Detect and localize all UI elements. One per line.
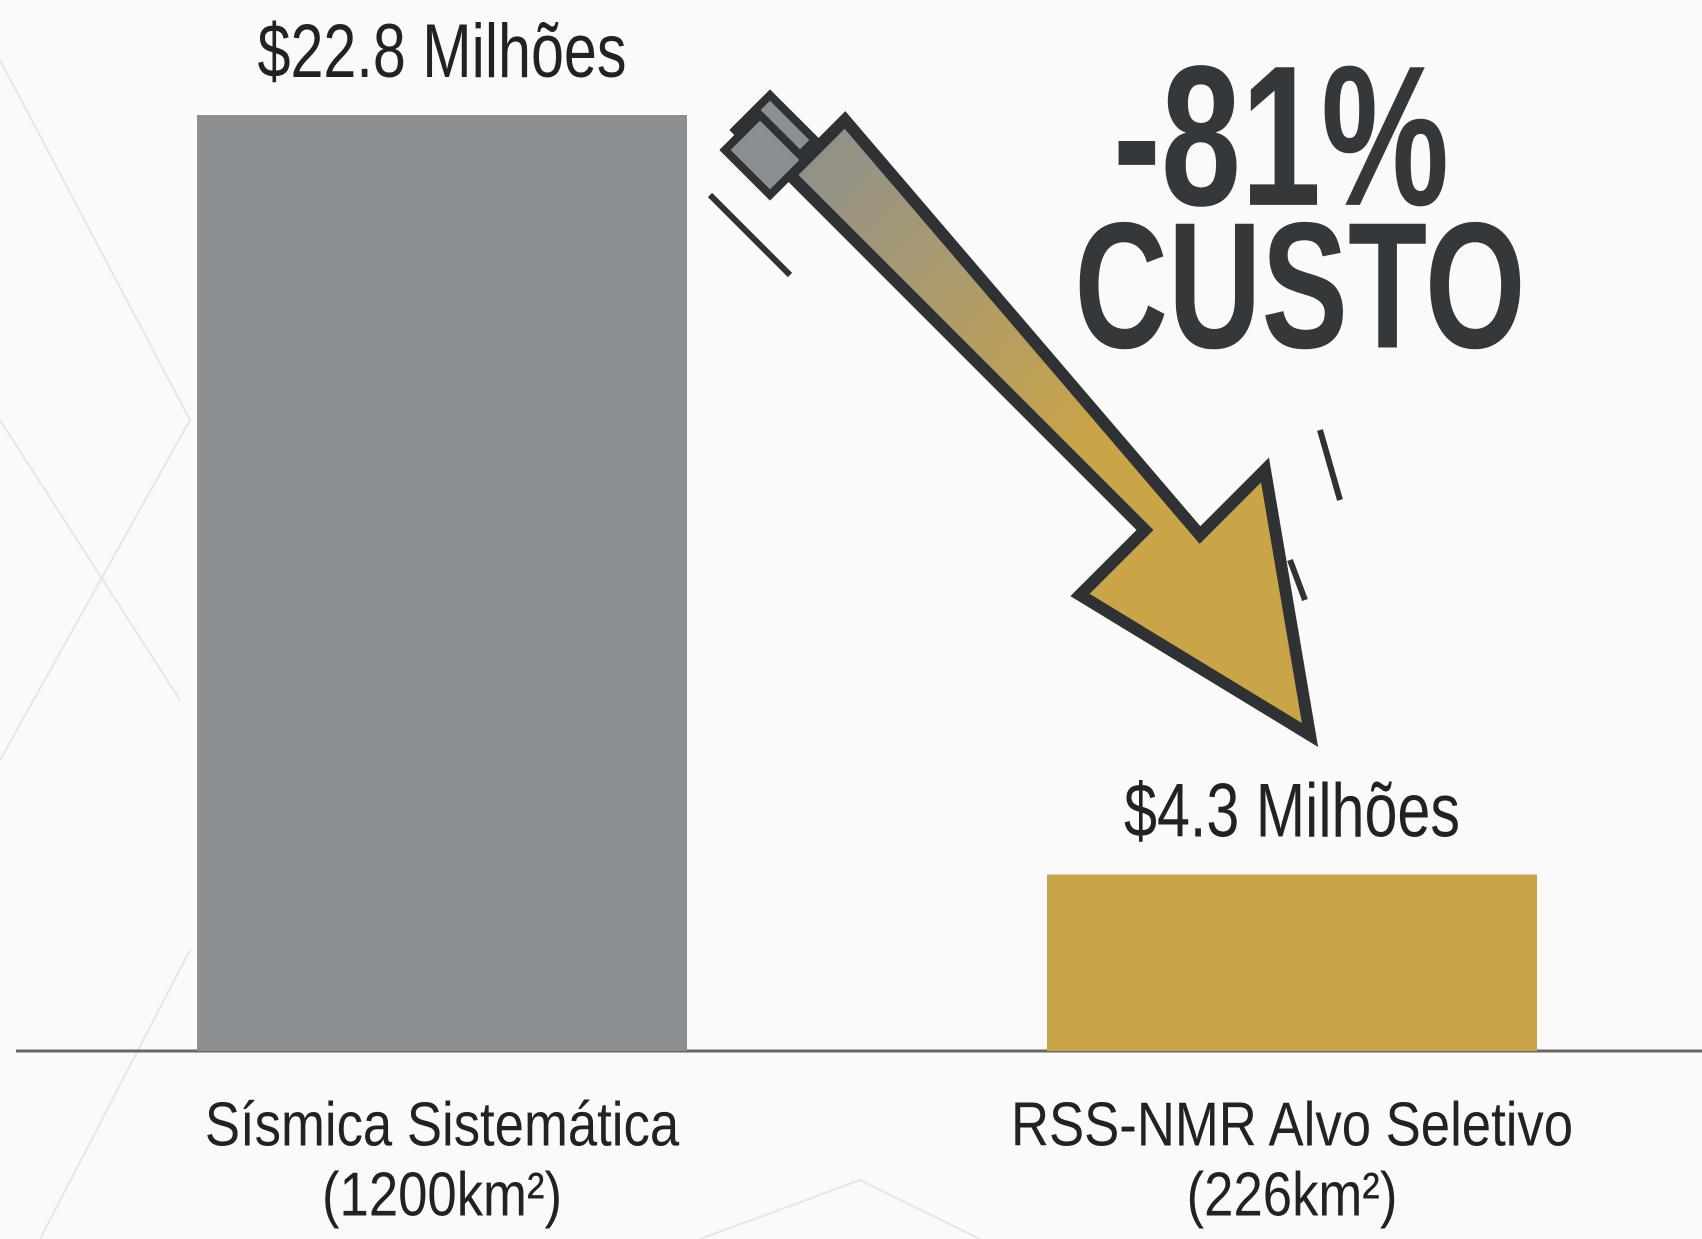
- x-tick-label: (226km²): [1187, 1160, 1398, 1229]
- background-lines: [0, 59, 981, 1239]
- annotation: -81%: [1113, 23, 1449, 247]
- trend-arrow: [707, 89, 1343, 747]
- x-tick-label: Sísmica Sistemática: [205, 1090, 679, 1159]
- value-label: $4.3 Milhões: [1124, 769, 1460, 854]
- value-label: $22.8 Milhões: [257, 9, 626, 94]
- x-tick-label: RSS-NMR Alvo Seletivo: [1011, 1090, 1573, 1159]
- annotation: CUSTO: [1074, 186, 1525, 387]
- x-tick-label: (1200km²): [322, 1160, 562, 1229]
- bar: [197, 115, 687, 1051]
- bar: [1047, 874, 1537, 1051]
